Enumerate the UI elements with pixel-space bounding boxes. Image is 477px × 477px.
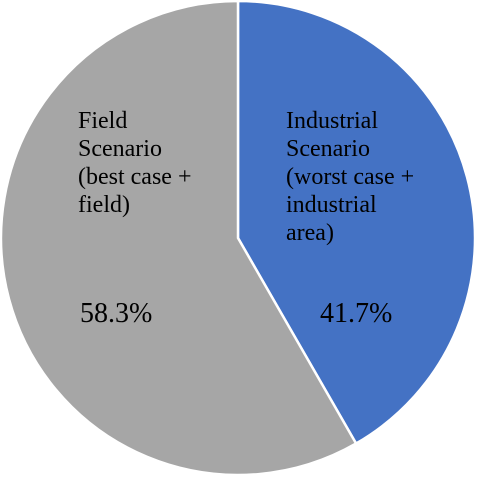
slice-label-line: (worst case + (286, 164, 414, 190)
slice-label-1: Field Scenario (best case + field) (78, 108, 191, 218)
slice-label-line: Field (78, 108, 127, 134)
slice-value-label-1: 58.3% (80, 298, 152, 329)
slice-label-line: Scenario (286, 136, 370, 162)
slice-label-line: Scenario (78, 136, 162, 162)
slice-label-0: Industrial Scenario (worst case + industria… (286, 108, 414, 246)
pie-slice-0 (236, 0, 477, 445)
slice-label-line: industrial (286, 192, 377, 218)
slice-label-line: field) (78, 192, 130, 218)
slice-label-line: area) (286, 220, 334, 246)
slice-label-line: Industrial (286, 108, 378, 134)
pie-labels: Industrial Scenario (worst case + industria… (78, 108, 414, 329)
slice-label-line: (best case + (78, 164, 191, 190)
pie-slice-1 (0, 0, 358, 477)
slice-value-label-0: 41.7% (320, 298, 392, 329)
